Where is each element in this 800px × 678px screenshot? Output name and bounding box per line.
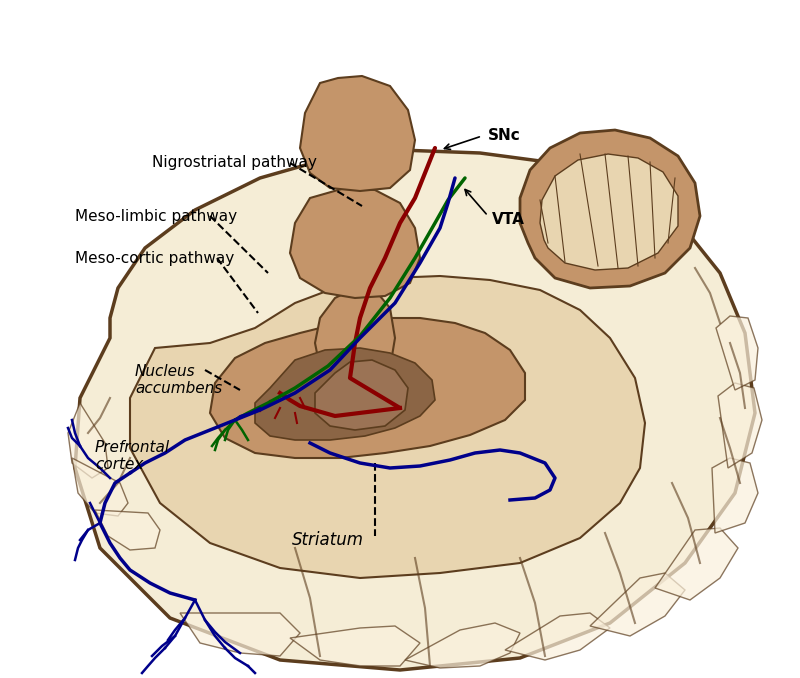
Text: Nucleus
accumbens: Nucleus accumbens [135, 364, 222, 396]
Polygon shape [315, 288, 395, 378]
Polygon shape [95, 510, 160, 550]
Text: VTA: VTA [492, 212, 525, 228]
Polygon shape [255, 348, 435, 440]
Polygon shape [300, 76, 415, 191]
Polygon shape [540, 154, 678, 270]
Polygon shape [655, 528, 738, 600]
Polygon shape [590, 573, 685, 636]
Polygon shape [180, 613, 300, 656]
Polygon shape [68, 403, 108, 478]
Polygon shape [718, 383, 762, 468]
Text: Meso-limbic pathway: Meso-limbic pathway [75, 209, 237, 224]
Text: Striatum: Striatum [292, 531, 364, 549]
Text: Meso-cortic pathway: Meso-cortic pathway [75, 250, 234, 266]
Polygon shape [520, 130, 700, 288]
Polygon shape [210, 318, 525, 458]
Polygon shape [75, 150, 755, 670]
Polygon shape [315, 360, 408, 430]
Polygon shape [130, 276, 645, 578]
Polygon shape [505, 613, 610, 660]
Polygon shape [290, 626, 420, 666]
Polygon shape [712, 458, 758, 533]
Polygon shape [290, 188, 420, 298]
Text: Nigrostriatal pathway: Nigrostriatal pathway [152, 155, 317, 170]
Polygon shape [72, 458, 128, 516]
Polygon shape [405, 623, 520, 668]
Text: Prefrontal
cortex: Prefrontal cortex [95, 440, 170, 472]
Text: SNc: SNc [488, 129, 521, 144]
Polygon shape [716, 316, 758, 390]
